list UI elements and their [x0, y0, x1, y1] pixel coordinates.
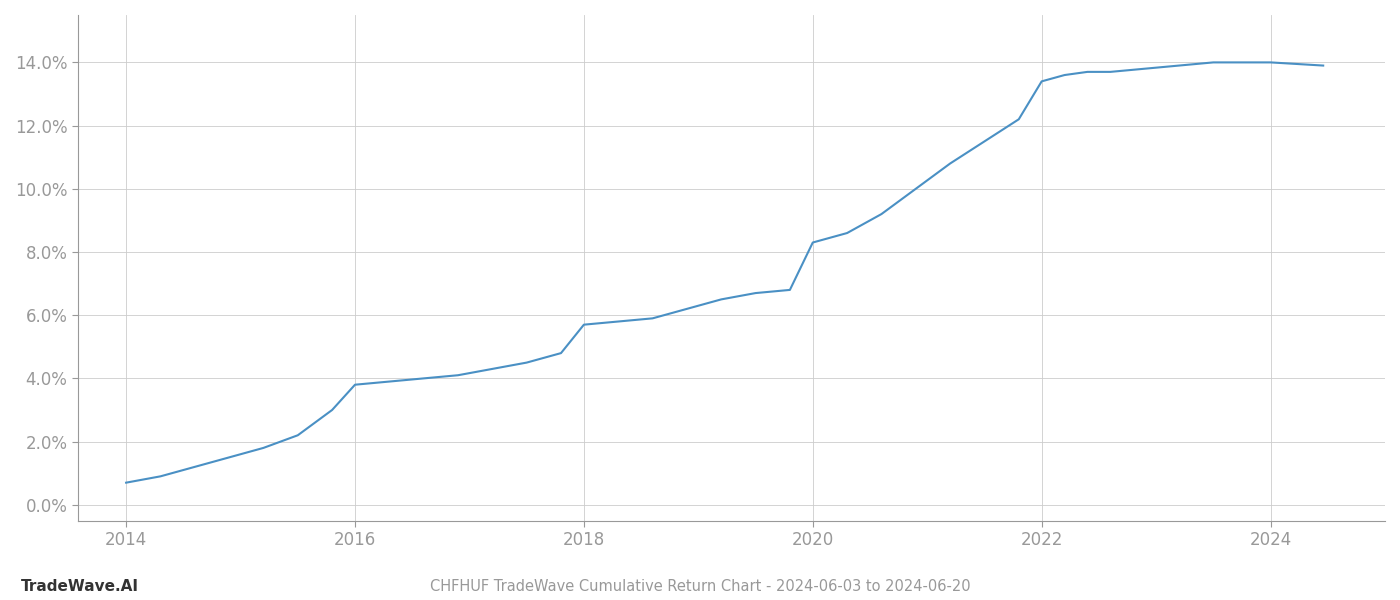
Text: CHFHUF TradeWave Cumulative Return Chart - 2024-06-03 to 2024-06-20: CHFHUF TradeWave Cumulative Return Chart… [430, 579, 970, 594]
Text: TradeWave.AI: TradeWave.AI [21, 579, 139, 594]
